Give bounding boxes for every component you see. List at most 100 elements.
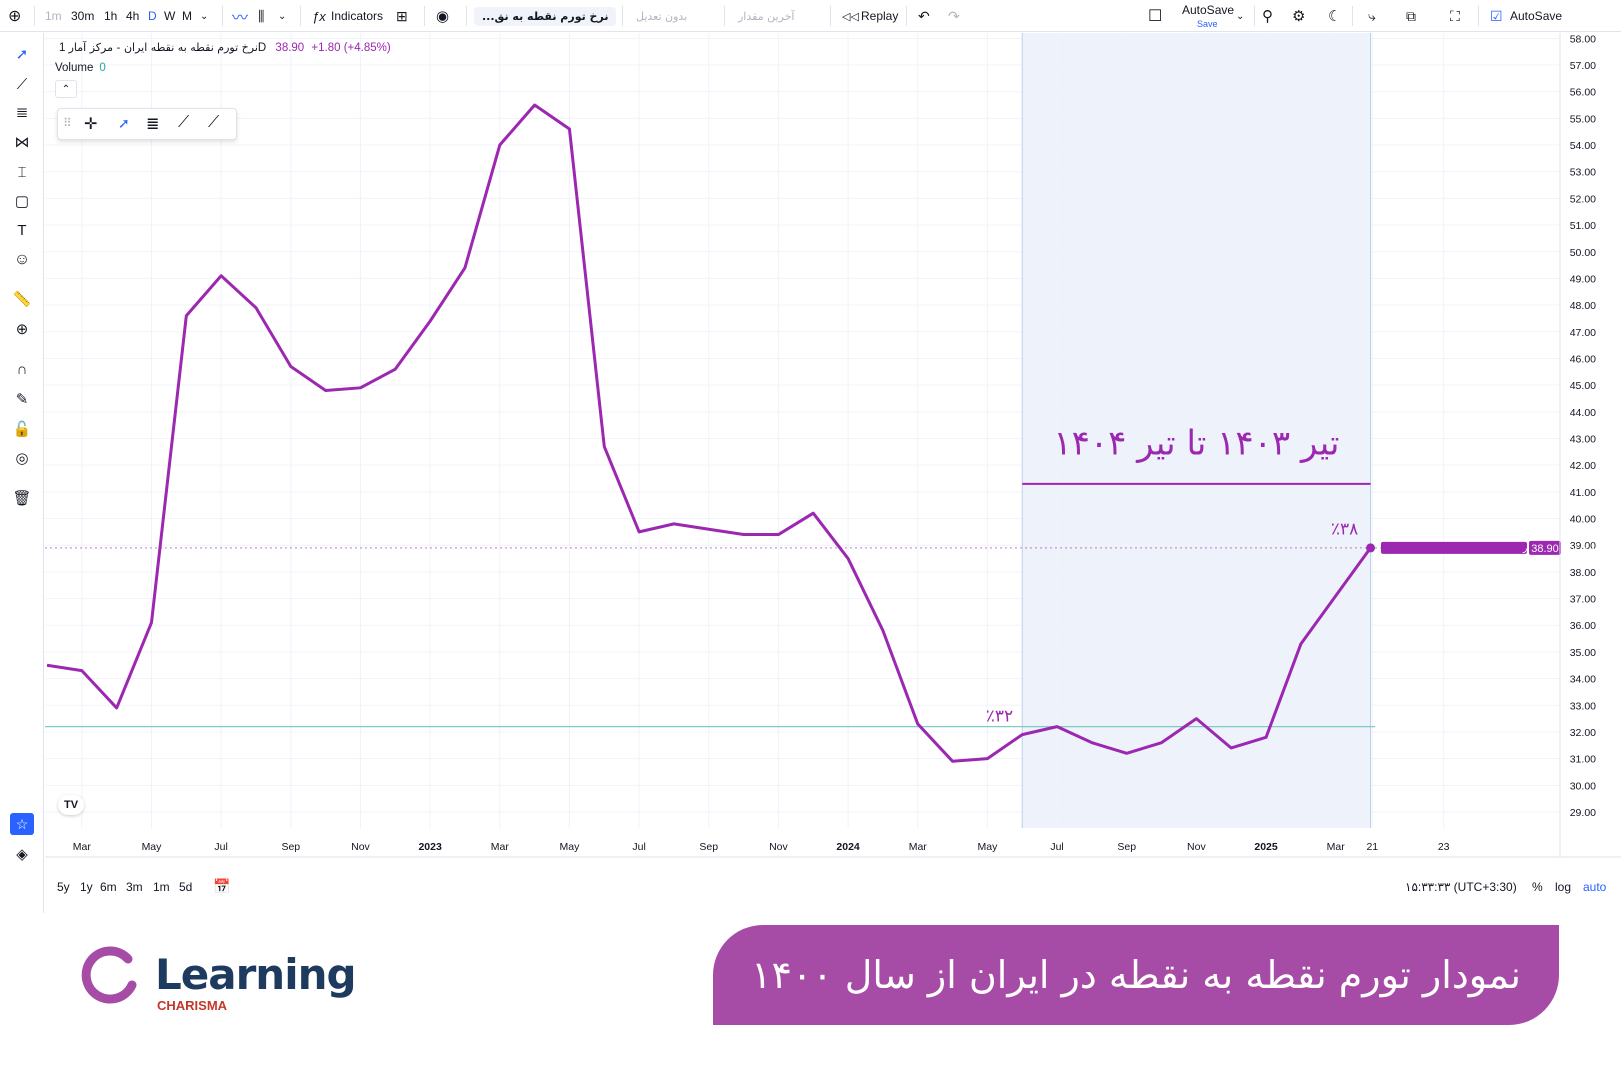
y-tick-label: 57.00: [1570, 60, 1596, 72]
shapes-icon[interactable]: ▢: [14, 193, 30, 210]
lines-icon[interactable]: ≣: [146, 116, 160, 133]
x-tick-label: Mar: [1327, 841, 1346, 853]
clock[interactable]: ۱۵:۳۳:۳۳ (UTC+3:30): [1405, 880, 1517, 894]
interval-w[interactable]: W: [164, 9, 176, 23]
legend-interval: 1D: [59, 42, 267, 54]
fullscreen-icon[interactable]: ⛶: [1450, 7, 1460, 24]
interval-dropdown-icon[interactable]: ⌄: [200, 10, 209, 22]
indicators-button[interactable]: Indicators: [331, 9, 384, 23]
moon-icon[interactable]: ☾: [1328, 8, 1342, 25]
annotation-high: ٪۳۸: [1331, 520, 1358, 540]
collapse-legend-button[interactable]: ⌃: [55, 80, 77, 98]
checkbox-icon[interactable]: ☐: [1148, 8, 1163, 25]
range-1m[interactable]: 1m: [153, 880, 170, 894]
last-value-badge-bg: [1529, 540, 1561, 555]
lock-drawing-icon[interactable]: ✎: [15, 391, 29, 408]
range-5y[interactable]: 5y: [57, 880, 70, 894]
x-tick-label: Jul: [632, 841, 645, 853]
x-tick-label: 2023: [418, 841, 442, 853]
layers-icon[interactable]: ◈: [16, 846, 28, 863]
symbol-pill-wrap: نرخ تورم نقطه به نق...: [474, 4, 617, 28]
share-icon[interactable]: ⤷: [1368, 7, 1376, 24]
interval-30m[interactable]: 30m: [71, 9, 95, 23]
x-tick-label: May: [142, 841, 163, 853]
autosave-checkbox-label[interactable]: AutoSave: [1510, 9, 1563, 23]
layouts-icon[interactable]: ⊞: [396, 7, 408, 24]
last-value-dropdown[interactable]: آخرین مقدار: [738, 9, 795, 23]
x-tick-label: Nov: [1187, 841, 1206, 853]
trash-icon[interactable]: 🗑: [12, 490, 32, 507]
cursor-icon[interactable]: ➚: [15, 46, 29, 63]
fib-icon[interactable]: ≣: [15, 104, 29, 121]
percent-toggle[interactable]: %: [1532, 880, 1543, 894]
y-tick-label: 44.00: [1570, 407, 1596, 419]
settings-icon[interactable]: ⚙: [1292, 8, 1306, 25]
x-tick-label: Sep: [281, 841, 300, 853]
magnet-icon[interactable]: ∩: [16, 360, 28, 378]
segment-icon[interactable]: ⟋: [208, 114, 220, 131]
crosshair-icon[interactable]: ✛: [84, 116, 98, 133]
y-tick-label: 43.00: [1570, 434, 1596, 446]
autosave-label[interactable]: AutoSave: [1182, 3, 1235, 17]
alert-icon[interactable]: ⚲: [1262, 8, 1273, 25]
line-chart-icon[interactable]: 〰: [232, 10, 249, 27]
y-tick-label: 41.00: [1570, 487, 1596, 499]
range-1y[interactable]: 1y: [80, 880, 93, 894]
last-value-badge: 38.90: [1531, 543, 1559, 555]
undo-icon[interactable]: ↶: [918, 7, 930, 24]
forecast-icon[interactable]: ⌶: [17, 163, 27, 181]
drag-handle-icon[interactable]: ⠿: [63, 116, 72, 130]
tradingview-logo-icon[interactable]: TV: [58, 795, 84, 815]
interval-m[interactable]: M: [182, 9, 192, 23]
y-tick-label: 35.00: [1570, 647, 1596, 659]
auto-toggle[interactable]: auto: [1583, 880, 1607, 894]
arrow-cursor-icon[interactable]: ➚: [118, 115, 130, 131]
log-toggle[interactable]: log: [1555, 880, 1572, 894]
ray-icon[interactable]: ⟋: [178, 114, 190, 131]
legend-symbol[interactable]: نرخ تورم نقطه به نقطه ایران - مرکز آمار: [68, 41, 258, 54]
calendar-icon[interactable]: 📅: [213, 878, 231, 894]
grid: [45, 33, 1560, 828]
eye-icon[interactable]: ◉: [436, 8, 450, 25]
candles-icon[interactable]: ⫼: [258, 7, 265, 24]
interval-1m[interactable]: 1m: [45, 9, 62, 23]
lock-icon[interactable]: 🔓: [12, 421, 32, 438]
range-3m[interactable]: 3m: [126, 880, 143, 894]
annotation-low: ٪۳۲: [986, 706, 1013, 726]
y-tick-label: 46.00: [1570, 353, 1596, 365]
range-5d[interactable]: 5d: [179, 880, 193, 894]
x-tick-label: 21: [1366, 841, 1378, 853]
pattern-icon[interactable]: ⋈: [14, 134, 30, 151]
y-tick-label: 33.00: [1570, 700, 1596, 712]
favorites-star-icon[interactable]: ☆: [10, 813, 34, 835]
volume-value: 0: [99, 62, 106, 74]
emoji-icon[interactable]: ☺: [13, 251, 31, 268]
symbol-search-button[interactable]: نرخ تورم نقطه به نق...: [474, 6, 617, 26]
redo-icon[interactable]: ↷: [948, 7, 960, 24]
add-symbol-icon[interactable]: ⊕: [8, 8, 22, 25]
y-tick-label: 37.00: [1570, 594, 1596, 606]
last-point-marker: [1366, 543, 1376, 553]
snapshot-icon[interactable]: ⧉: [1406, 7, 1416, 24]
adjust-dropdown[interactable]: بدون تعدیل: [636, 9, 688, 23]
x-tick-label: 2024: [836, 841, 860, 853]
interval-1h[interactable]: 1h: [104, 9, 118, 23]
y-tick-label: 45.00: [1570, 380, 1596, 392]
logo-name: Learning: [155, 950, 357, 999]
legend-change: +1.80 (+4.85%): [311, 42, 391, 54]
interval-4h[interactable]: 4h: [126, 9, 140, 23]
hide-icon[interactable]: ◎: [15, 450, 29, 467]
ruler-icon[interactable]: 📏: [12, 291, 32, 308]
interval-d[interactable]: D: [148, 9, 157, 23]
replay-button[interactable]: Replay: [861, 9, 899, 23]
range-6m[interactable]: 6m: [100, 880, 117, 894]
indicators-icon[interactable]: ƒx: [312, 8, 326, 24]
text-icon[interactable]: T: [17, 221, 27, 239]
y-tick-label: 47.00: [1570, 327, 1596, 339]
y-tick-label: 52.00: [1570, 193, 1596, 205]
zoom-icon[interactable]: ⊕: [15, 321, 29, 338]
autosave-checkbox-icon[interactable]: ☑: [1490, 7, 1503, 24]
autosave-dropdown-icon[interactable]: ⌄: [1236, 10, 1245, 22]
trend-line-icon[interactable]: ⟋: [16, 75, 28, 93]
chart-type-dropdown-icon[interactable]: ⌄: [278, 10, 287, 22]
